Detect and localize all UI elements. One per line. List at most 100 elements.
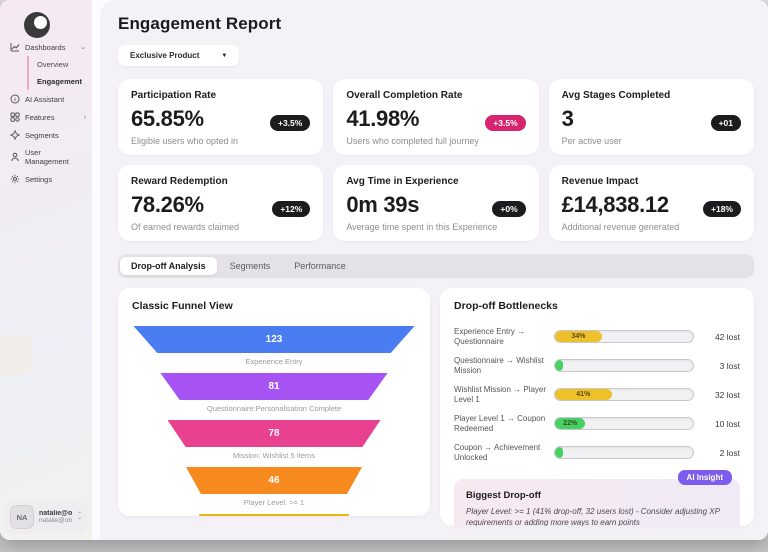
- bottleneck-label: Questionnaire → Wishlist Mission: [454, 355, 544, 375]
- stat-title: Revenue Impact: [561, 176, 639, 187]
- app-window: Dashboards ⌄ Overview Engagement AI Assi…: [0, 0, 768, 540]
- funnel-segment[interactable]: 78: [167, 420, 381, 447]
- user-account-chip[interactable]: NA natalie@ob... natalie@obt.li... ⌃⌄: [5, 500, 87, 534]
- stat-subtitle: Users who completed full journey: [346, 136, 479, 146]
- sidebar-item-dashboards[interactable]: Dashboards ⌄: [0, 38, 92, 56]
- sidebar-item-label: Features: [25, 112, 55, 122]
- stat-subtitle: Eligible users who opted in: [131, 136, 239, 146]
- funnel-caption: Player Level: >= 1: [243, 498, 305, 507]
- main-wrapper: Engagement Report Exclusive Product ▼ Pa…: [92, 0, 768, 540]
- progress-fill: 41%: [555, 389, 612, 400]
- funnel-caption: Mission: Wishlist 5 Items: [232, 451, 316, 460]
- tab-performance[interactable]: Performance: [294, 261, 346, 271]
- progress-track: [554, 359, 694, 372]
- funnel-segment[interactable]: 46: [185, 467, 363, 494]
- status-badge: +12%: [272, 201, 311, 217]
- lost-count: 2 lost: [719, 447, 740, 458]
- bottleneck-row: Coupon → Achievement Unlocked 2 lost: [454, 438, 740, 467]
- progress-fill: [555, 447, 563, 458]
- avatar: NA: [10, 505, 34, 529]
- gear-icon: [10, 174, 20, 184]
- stat-value: 0m 39s: [346, 192, 420, 217]
- stat-subtitle: Additional revenue generated: [561, 222, 680, 232]
- funnel-segment[interactable]: [198, 514, 350, 516]
- insight-text: Player Level: >= 1 (41% drop-off, 32 use…: [466, 507, 720, 526]
- bottlenecks-title: Drop-off Bottlenecks: [454, 300, 558, 312]
- funnel-segment[interactable]: 123: [133, 326, 415, 353]
- status-badge: +3.5%: [269, 115, 311, 131]
- sidebar-subnav: Overview Engagement: [27, 56, 92, 90]
- chevron-down-icon: ▼: [221, 52, 228, 59]
- stat-card-avg-time: Avg Time in Experience 0m 39s +0% Averag…: [333, 165, 539, 241]
- sidebar-item-user-management[interactable]: User Management: [0, 144, 92, 170]
- stat-card-completion-rate: Overall Completion Rate 41.98% +3.5% Use…: [333, 79, 539, 155]
- chart-icon: [10, 42, 20, 52]
- user-name: natalie@ob...: [39, 510, 72, 517]
- bottleneck-row: Player Level 1 → Coupon Redeemed 22% 10 …: [454, 409, 740, 438]
- progress-fill: 34%: [555, 331, 602, 342]
- lost-count: 32 lost: [714, 389, 740, 400]
- stat-value: 41.98%: [346, 106, 420, 131]
- drop-off-bottlenecks-panel: Drop-off Bottlenecks Experience Entry → …: [440, 288, 754, 526]
- ai-insight-box: AI Insight Biggest Drop-off Player Level…: [454, 470, 740, 526]
- product-filter-dropdown[interactable]: Exclusive Product ▼: [118, 45, 240, 66]
- sidebar-item-engagement[interactable]: Engagement: [37, 77, 83, 86]
- features-icon: [10, 112, 20, 122]
- desktop-background: [0, 540, 768, 552]
- sidebar-item-label: User Management: [25, 148, 69, 166]
- stat-title: Reward Redemption: [131, 176, 228, 187]
- tab-drop-off-analysis[interactable]: Drop-off Analysis: [120, 257, 217, 275]
- bottleneck-label: Coupon → Achievement Unlocked: [454, 442, 541, 462]
- segments-icon: [10, 130, 20, 140]
- stat-card-participation-rate: Participation Rate 65.85% +3.5% Eligible…: [118, 79, 324, 155]
- sidebar-item-overview[interactable]: Overview: [37, 60, 69, 69]
- funnel-value: 123: [265, 334, 283, 345]
- progress-track: [554, 446, 694, 459]
- sidebar-item-settings[interactable]: Settings: [0, 170, 92, 188]
- tab-segments[interactable]: Segments: [229, 261, 271, 271]
- analysis-panels: Classic Funnel View 123 Experience Entry…: [118, 288, 754, 526]
- user-email: natalie@obt.li...: [39, 517, 72, 524]
- stat-card-avg-stages: Avg Stages Completed 3 +01 Per active us…: [548, 79, 754, 155]
- bottleneck-rows: Experience Entry → Questionnaire 34% 42 …: [454, 322, 740, 467]
- status-badge: +0%: [492, 201, 526, 217]
- stat-value: 78.26%: [131, 192, 204, 217]
- progress-fill: [555, 360, 563, 371]
- stat-value: 65.85%: [131, 106, 204, 131]
- funnel-chart: 123 Experience Entry 81 Questionnaire:Pe…: [132, 326, 416, 516]
- stat-value: 3: [561, 106, 574, 131]
- status-badge: +18%: [703, 201, 741, 217]
- progress-fill: 22%: [555, 418, 586, 429]
- stat-title: Overall Completion Rate: [346, 90, 463, 101]
- sidebar-item-features[interactable]: Features ›: [0, 108, 92, 126]
- ai-insight-badge: AI Insight: [677, 470, 732, 485]
- page-title: Engagement Report: [118, 14, 282, 33]
- main-content: Engagement Report Exclusive Product ▼ Pa…: [100, 0, 768, 540]
- funnel-title: Classic Funnel View: [132, 300, 233, 312]
- sidebar-item-ai-assistant[interactable]: AI Assistant: [0, 90, 92, 108]
- lost-count: 10 lost: [714, 418, 740, 429]
- stat-card-reward-redemption: Reward Redemption 78.26% +12% Of earned …: [118, 165, 324, 241]
- progress-track: 22%: [554, 417, 694, 430]
- bottleneck-row: Wishlist Mission → Player Level 1 41% 32…: [454, 380, 740, 409]
- bottleneck-label: Player Level 1 → Coupon Redeemed: [454, 413, 546, 433]
- insight-title: Biggest Drop-off: [466, 490, 541, 501]
- funnel-value: 81: [268, 381, 280, 392]
- sidebar-decoration: [0, 335, 32, 375]
- sidebar-item-segments[interactable]: Segments: [0, 126, 92, 144]
- progress-track: 41%: [554, 388, 694, 401]
- bottleneck-row: Questionnaire → Wishlist Mission 3 lost: [454, 351, 740, 380]
- stat-title: Participation Rate: [131, 90, 217, 101]
- app-logo: [24, 12, 50, 38]
- funnel-value: 78: [268, 428, 280, 439]
- bottleneck-label: Experience Entry → Questionnaire: [454, 326, 526, 346]
- analysis-tabs: Drop-off Analysis Segments Performance: [118, 254, 754, 278]
- funnel-segment[interactable]: 81: [160, 373, 388, 400]
- product-filter-value: Exclusive Product: [130, 51, 200, 60]
- funnel-caption: Experience Entry: [245, 357, 303, 366]
- stat-title: Avg Stages Completed: [561, 90, 671, 101]
- user-info: natalie@ob... natalie@obt.li...: [39, 510, 72, 524]
- stat-subtitle: Average time spent in this Experience: [346, 222, 498, 232]
- stat-card-revenue-impact: Revenue Impact £14,838.12 +18% Additiona…: [548, 165, 754, 241]
- sidebar-item-label: Segments: [25, 130, 59, 140]
